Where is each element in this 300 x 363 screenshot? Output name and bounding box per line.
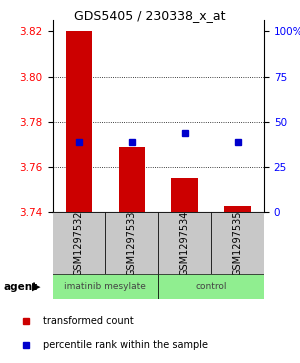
Bar <box>52 274 158 299</box>
Text: ▶: ▶ <box>32 282 40 292</box>
Text: transformed count: transformed count <box>43 317 133 326</box>
Text: GSM1297532: GSM1297532 <box>74 211 84 276</box>
Bar <box>52 212 105 274</box>
Bar <box>211 212 264 274</box>
Text: imatinib mesylate: imatinib mesylate <box>64 282 146 291</box>
Bar <box>66 31 92 212</box>
Text: percentile rank within the sample: percentile rank within the sample <box>43 340 208 350</box>
Text: agent: agent <box>3 282 37 292</box>
Text: GSM1297533: GSM1297533 <box>127 211 137 276</box>
Text: GSM1297535: GSM1297535 <box>232 211 243 276</box>
Bar <box>158 212 211 274</box>
Bar <box>118 147 145 212</box>
Text: control: control <box>195 282 227 291</box>
Text: GDS5405 / 230338_x_at: GDS5405 / 230338_x_at <box>74 9 226 22</box>
Bar <box>172 178 198 212</box>
Bar <box>158 274 264 299</box>
Text: GSM1297534: GSM1297534 <box>180 211 190 276</box>
Bar <box>224 205 251 212</box>
Bar <box>105 212 158 274</box>
